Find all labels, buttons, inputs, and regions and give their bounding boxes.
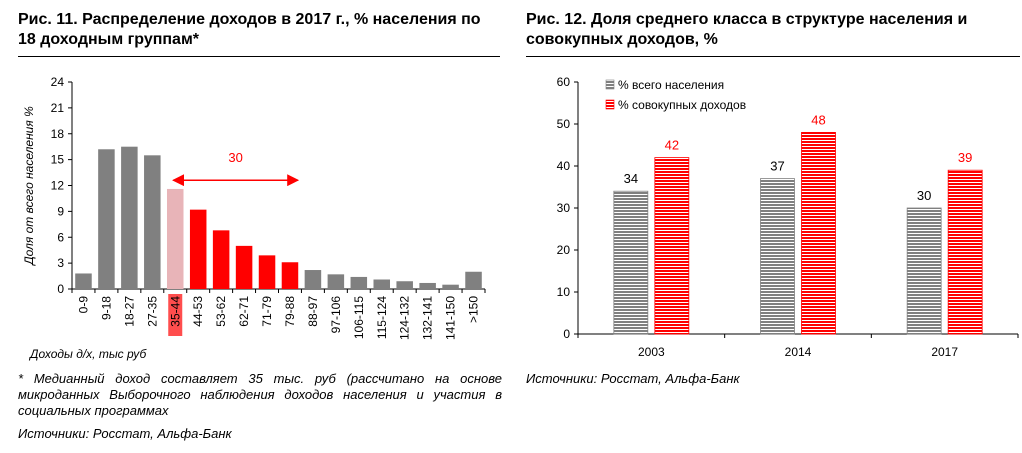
x-tick-label: 2017 [931, 345, 958, 359]
legend-label: % всего населения [618, 78, 724, 92]
y-tick-label: 6 [57, 230, 64, 244]
right-figure-panel: Рис. 12. Доля среднего класса в структур… [522, 0, 1022, 453]
bar-124-132 [396, 281, 413, 289]
x-tick-label: 27-35 [145, 296, 159, 327]
bar-115-124 [373, 279, 391, 289]
y-tick-label: 40 [557, 159, 571, 173]
y-tick-label: 0 [563, 327, 570, 341]
x-tick-label: 62-71 [237, 296, 251, 327]
x-tick-label: 124-132 [398, 296, 412, 340]
data-label: 42 [665, 138, 679, 153]
x-axis-title: Доходы д/х, тыс руб [28, 347, 148, 361]
bar-18-27 [121, 146, 138, 289]
bar-62-71 [235, 245, 253, 289]
income-distribution-chart: 0 3 6 9 12 15 18 21 24 Доля от всего населения % 0… [22, 75, 486, 361]
right-source: Источники: Росстат, Альфа-Банк [526, 371, 740, 386]
bar-2003-series-2 [654, 157, 690, 335]
bar->150 [465, 271, 482, 289]
bar-44-53 [189, 209, 207, 289]
bar-88-97 [304, 270, 322, 289]
y-tick-label: 15 [51, 153, 65, 167]
x-tick-label: 53-62 [214, 296, 228, 327]
bar-132-141 [419, 282, 436, 289]
y-tick-label: 24 [51, 75, 65, 89]
y-tick-label: 10 [557, 285, 571, 299]
legend-swatch [605, 99, 615, 110]
bar-71-79 [258, 255, 276, 289]
annotation-label: 30 [228, 150, 242, 165]
y-tick-label: 50 [557, 117, 571, 131]
x-tick-label: 18-27 [122, 296, 136, 327]
left-title-rule [18, 56, 500, 57]
y-axis-title: Доля от всего населения % [22, 106, 36, 267]
x-tick-label: 132-141 [421, 296, 435, 340]
y-tick-label: 60 [557, 75, 571, 89]
y-tick-label: 21 [51, 101, 65, 115]
left-source: Источники: Росстат, Альфа-Банк [18, 426, 232, 441]
data-label: 48 [811, 112, 825, 127]
legend-swatch [605, 79, 615, 90]
y-tick-label: 30 [557, 201, 571, 215]
left-footnote: * Медианный доход составляет 35 тыс. руб… [18, 371, 502, 418]
x-tick-label: 115-124 [375, 296, 389, 339]
right-title-rule [526, 56, 1020, 57]
x-tick-label: 97-106 [329, 296, 343, 334]
x-tick-label: 71-79 [260, 296, 274, 327]
x-tick-label: 0-9 [76, 296, 90, 314]
x-tick-label: 106-115 [352, 296, 366, 339]
x-tick-label: 2003 [638, 345, 665, 359]
x-tick-label: 79-88 [283, 296, 297, 327]
y-tick-label: 9 [57, 204, 64, 218]
bar-2017-series-1 [906, 207, 942, 335]
bar-2017-series-2 [947, 169, 983, 335]
bar-2014-series-2 [801, 131, 836, 335]
right-chart-title: Рис. 12. Доля среднего класса в структур… [526, 11, 968, 48]
bar-106-115 [350, 276, 368, 289]
y-tick-label: 18 [51, 127, 65, 141]
left-figure-panel: Рис. 11. Распределение доходов в 2017 г.… [0, 0, 505, 453]
x-tick-label: 35-44 [168, 296, 182, 327]
y-tick-label: 12 [51, 179, 65, 193]
data-label: 39 [958, 150, 972, 165]
bar-9-18 [98, 149, 115, 289]
bar-0-9 [75, 273, 92, 289]
bar-53-62 [212, 230, 230, 289]
x-tick-label: >150 [467, 296, 481, 323]
data-label: 37 [770, 159, 784, 174]
y-tick-label: 3 [57, 256, 64, 270]
bar-2003-series-1 [613, 190, 649, 335]
x-tick-label: 9-18 [99, 296, 113, 320]
x-tick-label: 88-97 [306, 296, 320, 327]
left-chart-title: Рис. 11. Распределение доходов в 2017 г.… [18, 11, 481, 48]
y-tick-label: 20 [557, 243, 571, 257]
bar-35-44 [166, 188, 184, 289]
bar-2014-series-1 [760, 178, 795, 335]
y-tick-label: 0 [57, 282, 64, 296]
legend-label: % совокупных доходов [618, 98, 746, 112]
bar-79-88 [281, 262, 299, 289]
x-tick-label-highlight [168, 294, 183, 336]
bar-97-106 [327, 274, 345, 289]
bar-141-150 [442, 284, 459, 289]
x-tick-label: 44-53 [191, 296, 205, 327]
bar-27-35 [144, 155, 161, 289]
middle-class-share-chart: 0 10 20 30 40 50 60 2003 34 42 2014 37 48 2017 30 39 % в… [557, 75, 1019, 359]
data-label: 30 [917, 188, 931, 203]
data-label: 34 [624, 171, 638, 186]
x-tick-label: 2014 [785, 345, 812, 359]
x-tick-label: 141-150 [444, 296, 458, 340]
